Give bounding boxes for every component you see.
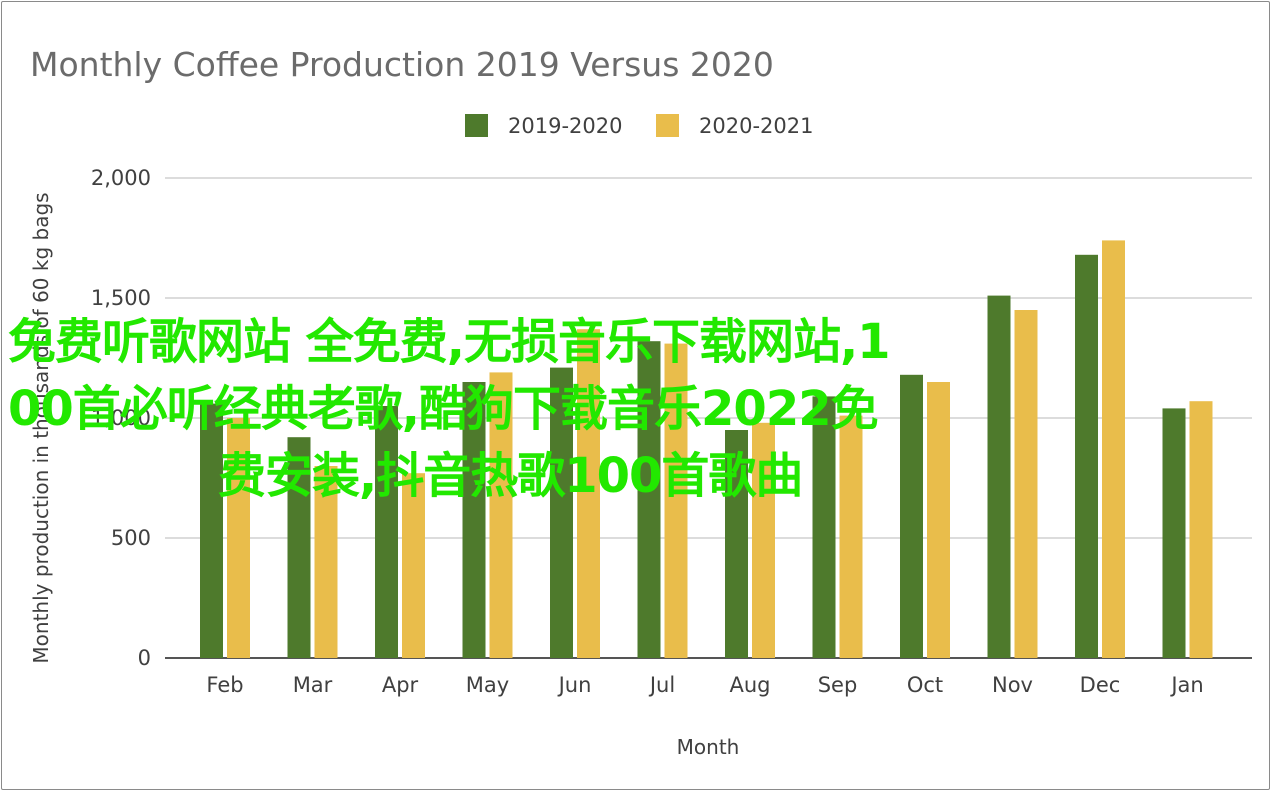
y-axis-title: Monthly production in thousands of 60 kg… xyxy=(29,192,53,663)
bar-2020-2021-Oct xyxy=(927,382,950,658)
x-tick-label: Dec xyxy=(1080,673,1121,697)
legend-swatch xyxy=(656,114,679,137)
overlay-text-line-3: 费安装,抖音热歌100首歌曲 xyxy=(218,448,803,504)
bar-2020-2021-Jun xyxy=(577,329,600,658)
bar-2020-2021-Nov xyxy=(1014,310,1038,658)
legend: 2019-2020 2020-2021 xyxy=(465,114,813,138)
x-tick-label: Mar xyxy=(293,673,333,697)
bar-2019-2020-May xyxy=(462,382,486,658)
bar-2019-2020-Aug xyxy=(725,430,748,658)
bar-2019-2020-Apr xyxy=(375,406,398,658)
bar-2020-2021-Dec xyxy=(1102,240,1125,658)
bar-2020-2021-Apr xyxy=(402,473,425,658)
chart-title: Monthly Coffee Production 2019 Versus 20… xyxy=(30,45,774,84)
x-tick-label: May xyxy=(466,673,509,697)
x-tick-label: Oct xyxy=(907,673,943,697)
bars xyxy=(200,240,1213,659)
gridlines xyxy=(165,177,1252,659)
y-tick-label: 0 xyxy=(138,646,151,670)
y-tick-label: 1,000 xyxy=(91,406,151,430)
x-tick-label: Nov xyxy=(992,673,1033,697)
bar-2020-2021-May xyxy=(489,372,513,658)
bar-2019-2020-Jul xyxy=(637,341,661,658)
x-tick-label: Jun xyxy=(557,673,592,697)
legend-label: 2020-2021 xyxy=(699,114,813,138)
legend-swatch xyxy=(465,114,488,137)
x-tick-label: Aug xyxy=(729,673,770,697)
y-tick-label: 2,000 xyxy=(91,166,151,190)
y-axis-ticks: 0 500 1,000 1,500 2,000 xyxy=(91,166,151,670)
bar-2020-2021-Feb xyxy=(227,418,250,658)
bar-2020-2021-Jan xyxy=(1189,401,1213,658)
bar-2019-2020-Oct xyxy=(900,374,923,658)
x-tick-label: Feb xyxy=(206,673,243,697)
x-axis-ticks: Feb Mar Apr May Jun Jul Aug Sep Oct Nov Dec Jan xyxy=(206,673,1203,697)
bar-2020-2021-Mar xyxy=(314,466,338,658)
bar-2019-2020-Jun xyxy=(550,367,573,658)
overlay-text-line-2: 00首必听经典老歌,酷狗下载音乐2022免 xyxy=(8,381,879,437)
bar-2019-2020-Dec xyxy=(1075,254,1098,659)
y-tick-label: 1,500 xyxy=(91,286,151,310)
legend-label: 2019-2020 xyxy=(508,114,622,138)
overlay-text-line-1: 免费听歌网站 全免费,无损音乐下载网站,1 xyxy=(8,314,891,370)
bar-2020-2021-Aug xyxy=(752,422,775,658)
x-tick-label: Jul xyxy=(648,673,675,697)
bar-2020-2021-Jul xyxy=(664,343,688,658)
x-axis-title: Month xyxy=(677,735,740,759)
x-tick-label: Jan xyxy=(1169,673,1203,697)
bar-2020-2021-Sep xyxy=(839,415,863,658)
bar-2019-2020-Nov xyxy=(987,295,1011,658)
bar-2019-2020-Jan xyxy=(1162,408,1186,658)
x-tick-label: Sep xyxy=(818,673,858,697)
y-tick-label: 500 xyxy=(111,526,151,550)
bar-2019-2020-Sep xyxy=(812,396,836,658)
bar-2019-2020-Feb xyxy=(200,403,223,658)
x-tick-label: Apr xyxy=(382,673,419,697)
bar-2019-2020-Mar xyxy=(287,437,311,658)
